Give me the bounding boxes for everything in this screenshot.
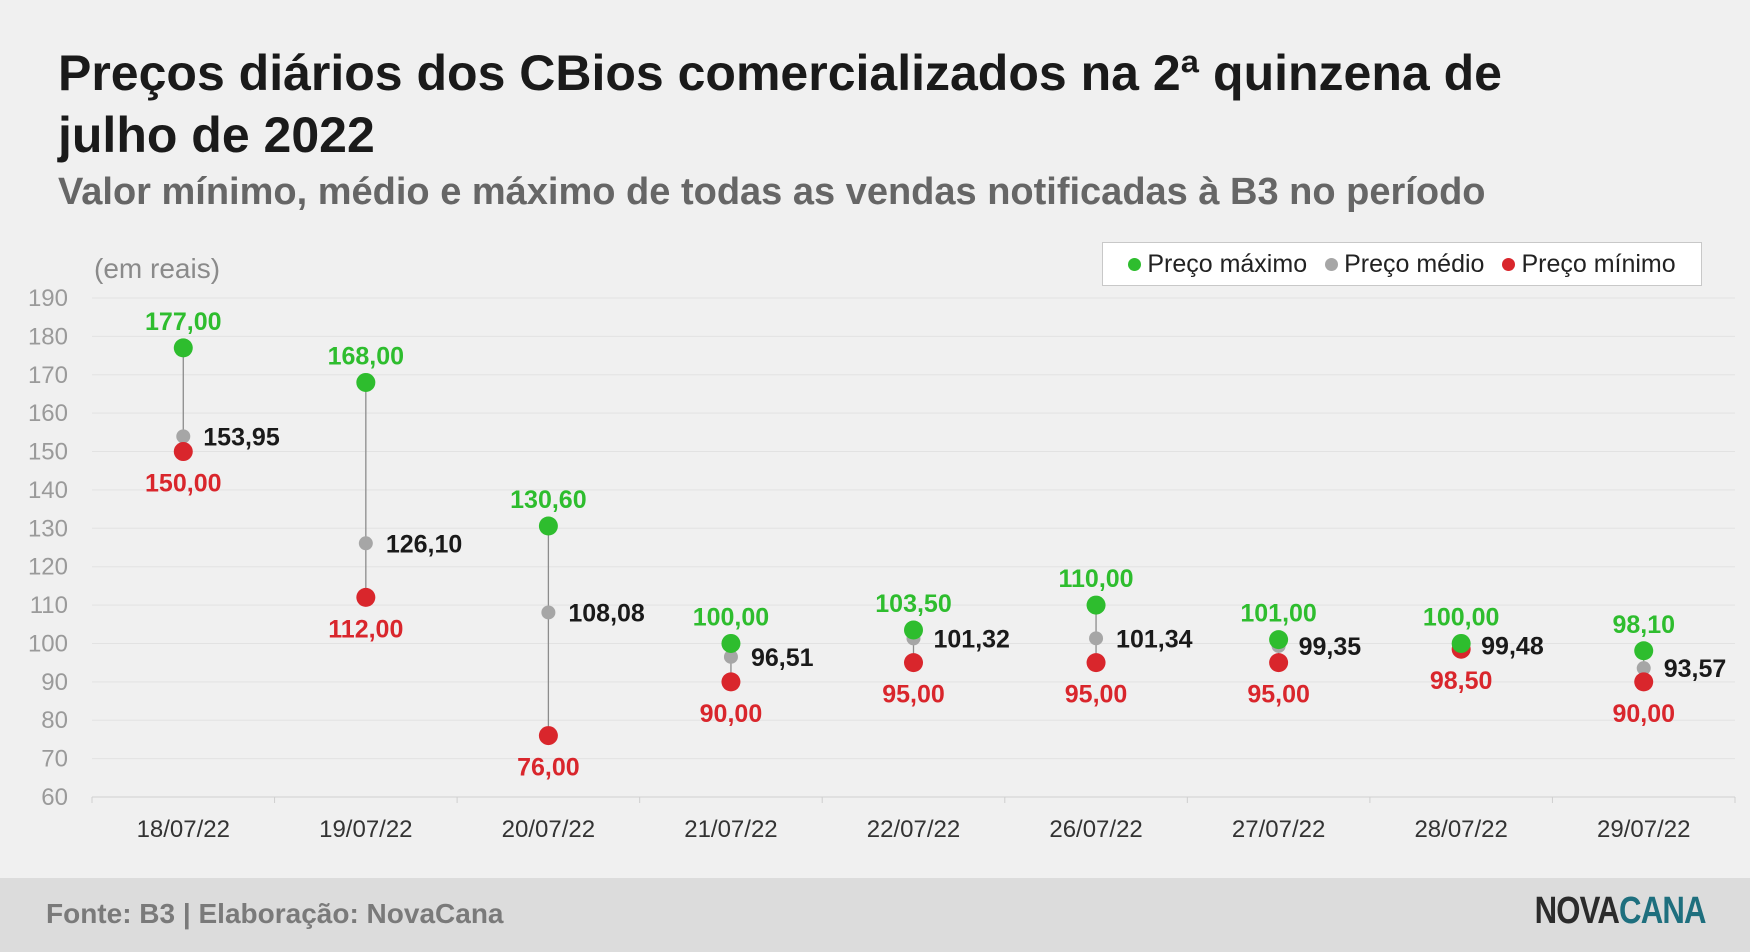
y-tick-label: 160 xyxy=(28,400,68,427)
min-data-label: 95,00 xyxy=(1247,681,1310,709)
legend-avg-label: Preço médio xyxy=(1344,249,1485,278)
y-tick-label: 60 xyxy=(41,784,68,811)
avg-point xyxy=(1636,661,1651,676)
max-point xyxy=(904,620,923,640)
min-point xyxy=(1269,653,1289,673)
max-data-label: 168,00 xyxy=(328,342,404,370)
avg-data-label: 93,57 xyxy=(1664,655,1727,683)
y-tick-label: 80 xyxy=(41,707,68,734)
min-point xyxy=(538,726,558,746)
y-tick-label: 150 xyxy=(28,439,68,466)
avg-data-label: 96,51 xyxy=(751,644,814,672)
avg-data-label: 101,32 xyxy=(934,625,1010,653)
avg-data-label: 99,35 xyxy=(1299,633,1362,661)
min-point xyxy=(356,587,376,607)
legend-item-min: Preço mínimo xyxy=(1502,249,1676,279)
x-tick-label: 22/07/22 xyxy=(867,816,960,843)
avg-data-label: 101,34 xyxy=(1116,625,1193,653)
legend-avg-dot-icon xyxy=(1325,257,1339,271)
max-point xyxy=(1086,595,1106,615)
legend-min-label: Preço mínimo xyxy=(1521,249,1676,278)
y-tick-label: 190 xyxy=(28,285,68,312)
min-data-label: 112,00 xyxy=(328,615,403,643)
min-point xyxy=(1086,653,1106,673)
max-data-label: 130,60 xyxy=(510,486,586,514)
max-data-label: 100,00 xyxy=(693,603,769,631)
x-tick-label: 28/07/22 xyxy=(1414,816,1507,843)
max-data-label: 101,00 xyxy=(1240,600,1316,628)
x-tick-label: 21/07/22 xyxy=(684,816,777,843)
x-tick-label: 29/07/22 xyxy=(1597,816,1690,843)
legend-item-avg: Preço médio xyxy=(1325,250,1484,279)
avg-point xyxy=(1089,631,1104,646)
min-point xyxy=(721,672,741,692)
max-point xyxy=(538,516,558,536)
max-point xyxy=(173,338,193,358)
price-chart: (em reais) 60 70 80 90 100 110 120 130 140 150 160 1… xyxy=(28,253,1736,843)
avg-data-label: 153,95 xyxy=(203,423,280,451)
max-data-label: 110,00 xyxy=(1059,565,1134,593)
y-unit-label: (em reais) xyxy=(94,253,220,284)
legend-max-label: Preço máximo xyxy=(1147,249,1308,278)
avg-point xyxy=(358,536,373,551)
max-point xyxy=(1634,641,1654,661)
avg-point xyxy=(723,649,738,664)
avg-point xyxy=(541,605,556,620)
max-data-label: 98,10 xyxy=(1612,611,1675,639)
min-data-label: 90,00 xyxy=(700,700,763,728)
min-data-label: 90,00 xyxy=(1612,700,1675,728)
max-point xyxy=(721,633,741,653)
avg-point xyxy=(176,429,191,444)
max-data-label: 100,00 xyxy=(1423,603,1499,631)
max-data-label: 177,00 xyxy=(145,308,221,336)
max-point xyxy=(1269,630,1289,650)
novacana-logo: NOVACANA xyxy=(1534,890,1707,933)
min-data-label: 98,50 xyxy=(1430,667,1493,695)
y-tick-label: 110 xyxy=(30,592,68,619)
x-tick-label: 27/07/22 xyxy=(1232,816,1325,843)
legend-max-dot-icon xyxy=(1128,257,1142,271)
min-data-label: 95,00 xyxy=(1065,681,1128,709)
avg-data-label: 126,10 xyxy=(386,530,462,558)
y-tick-label: 140 xyxy=(28,477,68,504)
min-data-label: 95,00 xyxy=(882,681,945,709)
y-tick-label: 170 xyxy=(28,362,68,389)
min-data-label: 76,00 xyxy=(517,754,580,782)
logo-cana-text: CANA xyxy=(1619,890,1707,932)
max-point xyxy=(356,372,376,392)
avg-data-label: 99,48 xyxy=(1481,632,1544,660)
max-data-label: 103,50 xyxy=(875,590,951,618)
min-point xyxy=(904,653,923,673)
chart-legend: Preço máximo Preço médio Preço mínimo xyxy=(1102,242,1702,286)
min-data-label: 150,00 xyxy=(145,470,221,498)
avg-data-label: 108,08 xyxy=(568,599,645,627)
footer: Fonte: B3 | Elaboração: NovaCana NOVACAN… xyxy=(0,878,1750,952)
x-tick-label: 18/07/22 xyxy=(137,816,230,843)
y-tick-label: 90 xyxy=(41,669,68,696)
y-tick-label: 70 xyxy=(41,746,68,773)
y-tick-label: 120 xyxy=(28,554,68,581)
x-tick-label: 26/07/22 xyxy=(1049,816,1142,843)
footer-source: Fonte: B3 | Elaboração: NovaCana xyxy=(46,898,504,929)
chart-subtitle: Valor mínimo, médio e máximo de todas as… xyxy=(58,171,1486,213)
y-tick-label: 180 xyxy=(28,323,68,350)
logo-nova-text: NOVA xyxy=(1534,890,1620,932)
legend-min-dot-icon xyxy=(1502,257,1516,271)
min-point xyxy=(173,442,193,462)
max-point xyxy=(1451,633,1471,653)
y-tick-label: 100 xyxy=(28,630,68,657)
chart-title: Preços diários dos CBios comercializados… xyxy=(58,45,1502,163)
x-tick-label: 19/07/22 xyxy=(319,816,412,843)
y-tick-label: 130 xyxy=(28,515,68,542)
min-point xyxy=(1634,672,1654,692)
legend-item-max: Preço máximo xyxy=(1128,250,1307,279)
x-tick-label: 20/07/22 xyxy=(502,816,595,843)
